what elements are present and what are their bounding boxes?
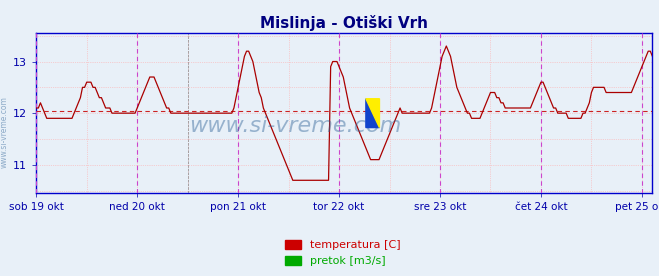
Legend: temperatura [C], pretok [m3/s]: temperatura [C], pretok [m3/s]: [280, 235, 405, 270]
Polygon shape: [366, 99, 380, 128]
Text: www.si-vreme.com: www.si-vreme.com: [189, 116, 401, 136]
Text: www.si-vreme.com: www.si-vreme.com: [0, 97, 9, 168]
Polygon shape: [366, 99, 380, 128]
Title: Mislinja - Otiški Vrh: Mislinja - Otiški Vrh: [260, 15, 428, 31]
